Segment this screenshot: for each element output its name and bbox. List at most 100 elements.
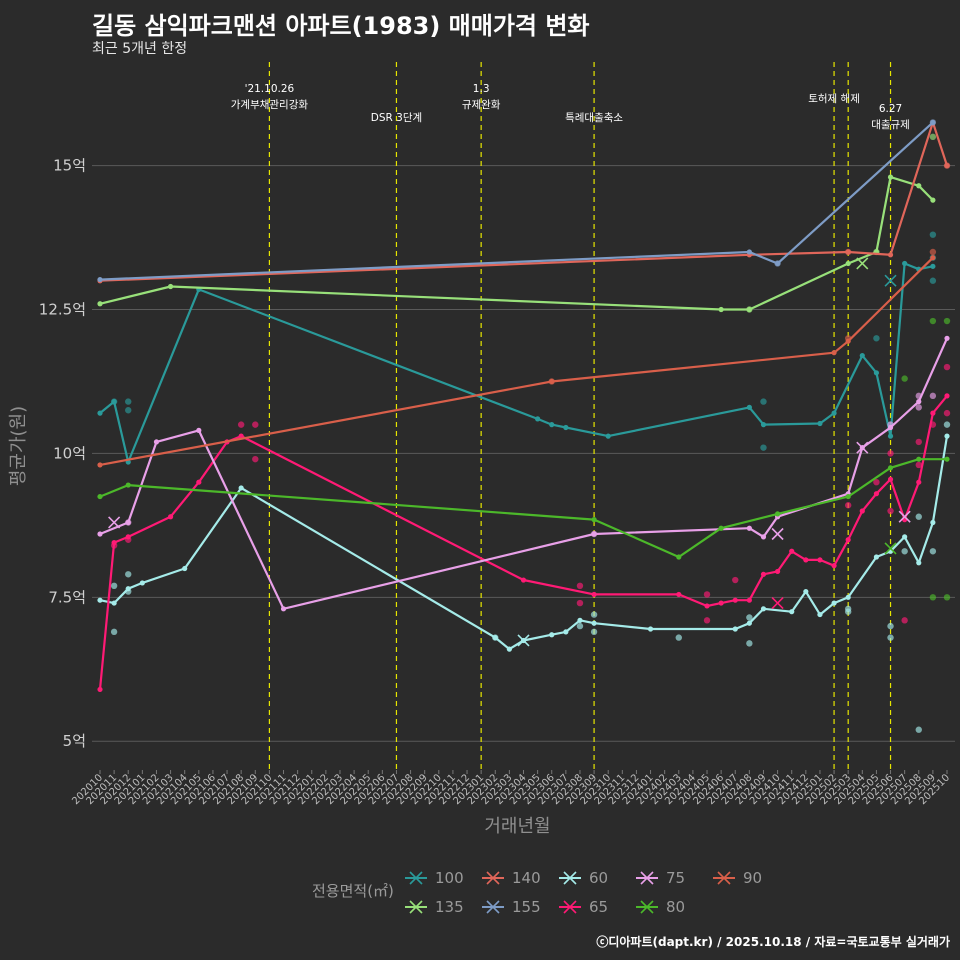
policy-annotation: 특례대출축소	[565, 112, 623, 124]
line-point	[789, 609, 795, 615]
line-point	[859, 352, 865, 359]
data-point	[943, 317, 951, 325]
legend-label: 80	[666, 898, 685, 916]
data-point	[929, 231, 937, 238]
legend-label: 155	[512, 898, 541, 916]
policy-annotation: '21.10.26	[245, 83, 295, 95]
line-point	[492, 635, 498, 641]
line-point	[944, 393, 950, 399]
legend-label: 75	[666, 869, 685, 887]
series-135	[97, 133, 937, 313]
line-point	[902, 534, 908, 540]
source-caption: ⓒ디아파트(dapt.kr) / 2025.10.18 / 자료=국토교통부 실…	[596, 935, 950, 949]
legend-title: 전용면적(㎡)	[312, 882, 394, 900]
line-point	[803, 557, 809, 563]
legend-item-140: 140	[482, 869, 541, 887]
series-80	[97, 317, 951, 601]
line-point	[746, 249, 752, 255]
data-point	[943, 363, 951, 371]
legend-label: 135	[435, 898, 464, 916]
data-point	[760, 398, 767, 405]
line-point	[873, 491, 880, 497]
data-point	[576, 622, 584, 630]
legend-label: 65	[589, 898, 608, 916]
line-point	[845, 493, 851, 500]
legend-item-60: 60	[559, 869, 608, 887]
line-point	[182, 565, 188, 572]
policy-annotation: 가계부채관리강화	[231, 99, 309, 111]
legend-x-mark	[486, 900, 500, 914]
y-tick-label: 7.5억	[48, 588, 86, 606]
legend-x-mark	[409, 871, 423, 885]
line-point	[916, 183, 922, 189]
series-line	[99, 121, 949, 282]
data-point	[887, 634, 894, 641]
line-point	[111, 399, 117, 405]
line-point	[817, 557, 823, 563]
series-155	[97, 119, 937, 283]
line-point	[887, 476, 894, 482]
line-point	[760, 606, 767, 612]
line-point	[139, 580, 145, 586]
line-point	[930, 197, 936, 203]
data-point	[844, 608, 852, 615]
line-point	[506, 646, 512, 652]
data-point	[943, 409, 951, 417]
policy-annotation: 토허제 해제	[808, 92, 860, 105]
legend-x-mark	[717, 871, 731, 885]
line-point	[746, 597, 752, 603]
line-point	[916, 399, 922, 405]
series-line	[99, 458, 947, 559]
y-tick-label: 15억	[53, 157, 86, 175]
line-point	[520, 577, 527, 583]
line-point	[944, 335, 950, 341]
line-point	[789, 548, 795, 554]
data-point	[943, 594, 951, 601]
line-point	[676, 554, 682, 560]
line-point	[718, 600, 724, 606]
data-point	[746, 614, 753, 621]
line-point	[97, 276, 103, 283]
line-point	[125, 519, 131, 526]
line-point	[535, 416, 541, 422]
data-x-mark	[898, 510, 911, 523]
line-point	[746, 404, 752, 410]
line-point	[746, 525, 752, 531]
data-point	[929, 248, 937, 256]
line-point	[563, 629, 569, 635]
data-point	[732, 576, 739, 584]
data-point	[901, 617, 908, 624]
data-point	[125, 407, 132, 414]
data-x-mark	[108, 516, 121, 529]
line-point	[916, 560, 922, 566]
line-point	[831, 350, 837, 356]
line-point	[577, 617, 583, 623]
line-point	[887, 174, 894, 180]
line-point	[902, 260, 908, 267]
legend-x-mark	[640, 900, 654, 914]
line-point	[97, 410, 103, 416]
x-axis-label: 거래년월	[484, 816, 550, 837]
legend-label: 60	[589, 869, 608, 887]
chart-subtitle: 최근 5개년 한정	[92, 41, 188, 57]
legend-label: 100	[435, 869, 464, 887]
data-point	[887, 450, 894, 457]
line-point	[873, 554, 880, 560]
line-point	[887, 433, 894, 439]
data-point	[590, 611, 598, 618]
line-point	[591, 620, 597, 626]
line-point	[153, 439, 160, 445]
data-point	[125, 571, 132, 578]
y-tick-label: 10억	[53, 444, 86, 462]
line-point	[803, 588, 809, 595]
data-point	[675, 634, 682, 641]
line-point	[549, 632, 555, 638]
line-point	[111, 540, 117, 546]
line-point	[125, 482, 131, 488]
policy-annotation: 6.27	[879, 103, 902, 115]
line-point	[591, 531, 597, 537]
data-point	[887, 507, 894, 515]
legend-x-mark	[486, 871, 500, 885]
line-point	[930, 410, 936, 416]
policy-annotation: 대출규제	[871, 119, 910, 131]
